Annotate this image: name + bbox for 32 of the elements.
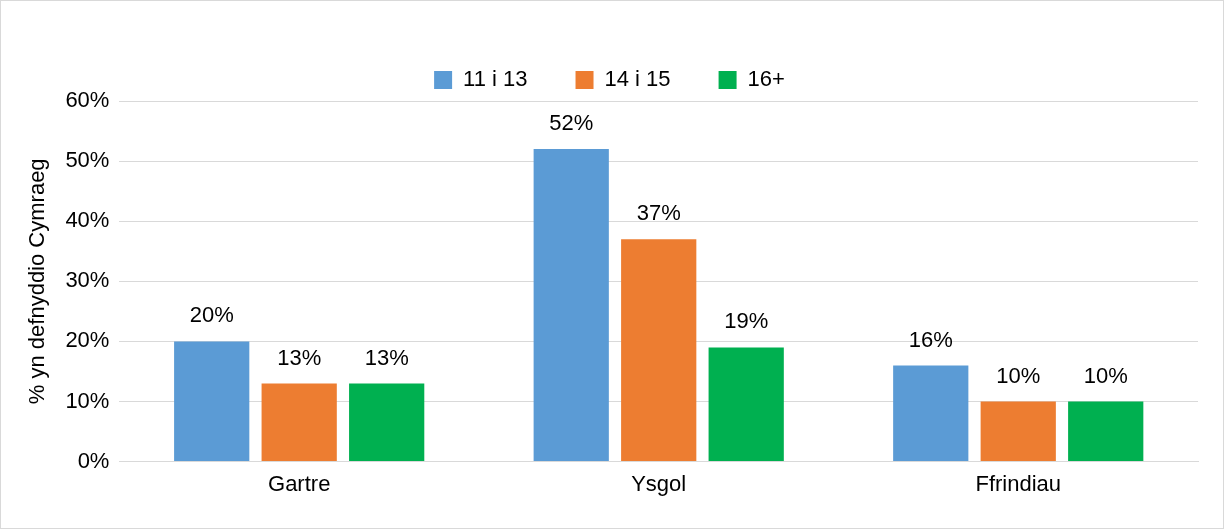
data-label: 10% bbox=[1083, 362, 1128, 388]
legend-label: 11 i 13 bbox=[463, 66, 528, 92]
data-label: 16% bbox=[908, 326, 953, 352]
y-tick-label: 40% bbox=[65, 207, 110, 233]
x-tick-label: Ffrindiau bbox=[975, 470, 1062, 496]
bar bbox=[708, 347, 784, 462]
y-axis-title: % yn defnyddio Cymraeg bbox=[24, 158, 50, 405]
data-label: 20% bbox=[189, 302, 234, 328]
y-tick-label: 30% bbox=[65, 267, 110, 293]
bar bbox=[261, 383, 337, 462]
data-label: 37% bbox=[636, 200, 681, 226]
legend-label: 14 i 15 bbox=[604, 66, 671, 92]
legend-label: 16+ bbox=[747, 66, 785, 92]
y-tick-label: 50% bbox=[65, 147, 110, 173]
bar bbox=[621, 239, 697, 462]
data-label: 13% bbox=[277, 344, 322, 370]
bar bbox=[533, 149, 609, 462]
bar bbox=[980, 401, 1056, 462]
data-label: 52% bbox=[549, 110, 594, 136]
x-tick-label: Ysgol bbox=[631, 470, 687, 496]
bar bbox=[174, 341, 250, 462]
bar bbox=[1068, 401, 1144, 462]
data-label: 10% bbox=[996, 362, 1041, 388]
y-tick-label: 60% bbox=[65, 87, 110, 113]
data-label: 13% bbox=[364, 344, 409, 370]
bar bbox=[349, 383, 425, 462]
y-tick-label: 10% bbox=[65, 387, 110, 413]
bar bbox=[893, 365, 969, 462]
x-tick-label: Gartre bbox=[268, 470, 331, 496]
data-label: 19% bbox=[724, 308, 769, 334]
y-tick-label: 0% bbox=[77, 447, 110, 473]
y-tick-label: 20% bbox=[65, 327, 110, 353]
